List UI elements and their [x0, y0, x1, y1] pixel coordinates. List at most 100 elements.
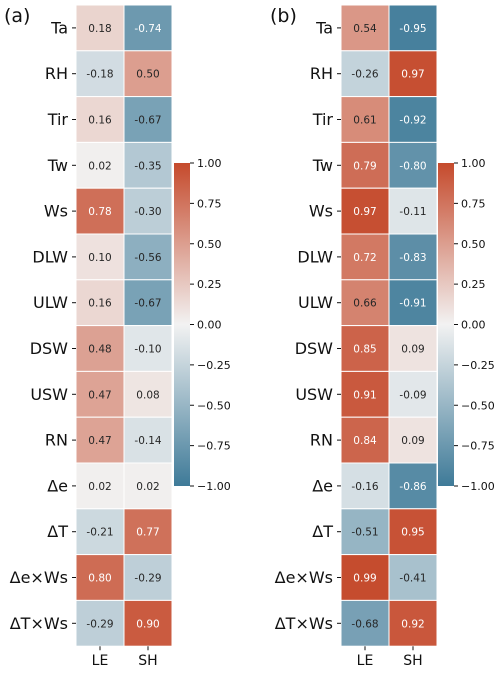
cell-value-label: 0.77	[136, 527, 159, 539]
heatmap-cell	[75, 599, 125, 647]
heatmap-cell	[123, 96, 173, 143]
cell-value-label: -0.74	[134, 23, 161, 35]
heatmap-cell	[123, 508, 173, 556]
cell-value-label: -0.29	[134, 573, 161, 585]
cell-value-label: -0.11	[399, 206, 426, 218]
cell-value-label: -0.16	[351, 481, 378, 493]
colorbar-tick-label: 1.00	[197, 157, 222, 170]
row-label: Tw	[47, 156, 68, 175]
colorbar-tick-label: −1.00	[197, 480, 231, 493]
colorbar-tick-label: 0.25	[461, 278, 486, 291]
colorbar-tick-label: −0.75	[197, 440, 231, 453]
row-label: Δe×Ws	[275, 568, 333, 587]
cell-value-label: 0.09	[401, 435, 424, 447]
row-label: ΔT×Ws	[275, 614, 333, 633]
row-label: DSW	[295, 339, 333, 358]
heatmap-cell	[340, 599, 390, 647]
cell-value-label: -0.09	[399, 389, 426, 401]
row-label: Tw	[312, 156, 333, 175]
panel-label: (b)	[270, 5, 297, 27]
cell-value-label: -0.86	[399, 481, 426, 493]
colorbar-tick-label: 0.00	[461, 319, 486, 332]
cell-value-label: 0.10	[88, 252, 111, 264]
row-label: RH	[310, 64, 333, 83]
cell-value-label: 0.47	[88, 389, 111, 401]
cell-value-label: 0.85	[353, 344, 376, 356]
heatmap-cell	[340, 370, 390, 418]
colorbar-tick-label: 0.50	[461, 238, 486, 251]
cell-value-label: 0.02	[88, 481, 111, 493]
colorbar-tick-label: 0.50	[197, 238, 222, 251]
row-label: DLW	[297, 247, 333, 266]
heatmap-cell	[123, 187, 173, 235]
cell-value-label: 0.48	[88, 344, 111, 356]
cell-value-label: 0.18	[88, 23, 111, 35]
heatmap-cell	[388, 141, 438, 189]
heatmap-cell	[340, 233, 390, 281]
cell-value-label: -0.56	[134, 252, 161, 264]
colorbar-tick-label: 0.75	[197, 197, 222, 210]
cell-value-label: 0.84	[353, 435, 377, 447]
row-label: RN	[45, 431, 68, 450]
row-label: RH	[45, 64, 68, 83]
colorbar-tick-label: −0.50	[461, 399, 495, 412]
cell-value-label: -0.51	[351, 527, 378, 539]
cell-value-label: 0.72	[353, 252, 376, 264]
row-label: ΔT	[47, 522, 68, 541]
heatmap-cell	[388, 187, 438, 235]
cell-value-label: 0.16	[88, 115, 112, 127]
heatmap-cell	[75, 416, 125, 464]
cell-value-label: 0.99	[353, 573, 376, 585]
heatmap-cell	[123, 554, 173, 601]
heatmap-cell	[388, 416, 438, 464]
heatmap-cell	[388, 554, 438, 601]
cell-value-label: -0.83	[399, 252, 426, 264]
heatmap-cell	[123, 325, 173, 372]
cell-value-label: -0.26	[351, 69, 378, 81]
cell-value-label: 0.66	[353, 298, 377, 310]
cell-value-label: 0.95	[401, 527, 424, 539]
colorbar-tick-label: 0.25	[197, 278, 222, 291]
heatmap-cell	[123, 462, 173, 510]
heatmap-cell	[388, 279, 438, 327]
heatmap-panel-1: (b) Ta 0.54 -0.95 RH -0.26 0.97 Tir 0.61 -0.92 Tw 0…	[270, 4, 495, 669]
colorbar-tick-label: 1.00	[461, 157, 486, 170]
cell-value-label: -0.95	[399, 23, 426, 35]
cell-value-label: -0.21	[86, 527, 113, 539]
row-label: DSW	[30, 339, 68, 358]
heatmap-cell	[123, 279, 173, 327]
cell-value-label: 0.92	[401, 618, 424, 630]
heatmap-cell	[75, 508, 125, 556]
cell-value-label: -0.92	[399, 115, 426, 127]
column-label: LE	[357, 653, 374, 669]
column-label: SH	[138, 653, 157, 669]
row-label: Δe	[312, 476, 333, 495]
colorbar-tick-label: −1.00	[461, 480, 495, 493]
colorbar	[438, 163, 454, 486]
row-label: DLW	[32, 247, 68, 266]
row-label: Tir	[47, 110, 69, 129]
heatmap-cell	[388, 233, 438, 281]
colorbar	[174, 163, 190, 486]
colorbar-tick-label: −0.25	[197, 359, 231, 372]
colorbar-tick-label: 0.75	[461, 197, 486, 210]
row-label: ULW	[33, 293, 68, 312]
heatmap-cell	[388, 370, 438, 418]
row-label: Tir	[312, 110, 334, 129]
cell-value-label: -0.67	[134, 298, 161, 310]
cell-value-label: -0.14	[134, 435, 161, 447]
heatmap-cell	[123, 416, 173, 464]
heatmap-cell	[388, 96, 438, 143]
cell-value-label: 0.80	[88, 573, 111, 585]
heatmap-cell	[75, 50, 125, 98]
heatmap-cell	[340, 96, 390, 143]
heatmap-cell	[388, 508, 438, 556]
cell-value-label: -0.80	[399, 160, 426, 172]
cell-value-label: -0.67	[134, 115, 161, 127]
row-label: Ws	[44, 202, 68, 221]
row-label: USW	[295, 385, 333, 404]
cell-value-label: 0.08	[136, 389, 159, 401]
row-label: ULW	[298, 293, 333, 312]
cell-value-label: 0.16	[88, 298, 112, 310]
